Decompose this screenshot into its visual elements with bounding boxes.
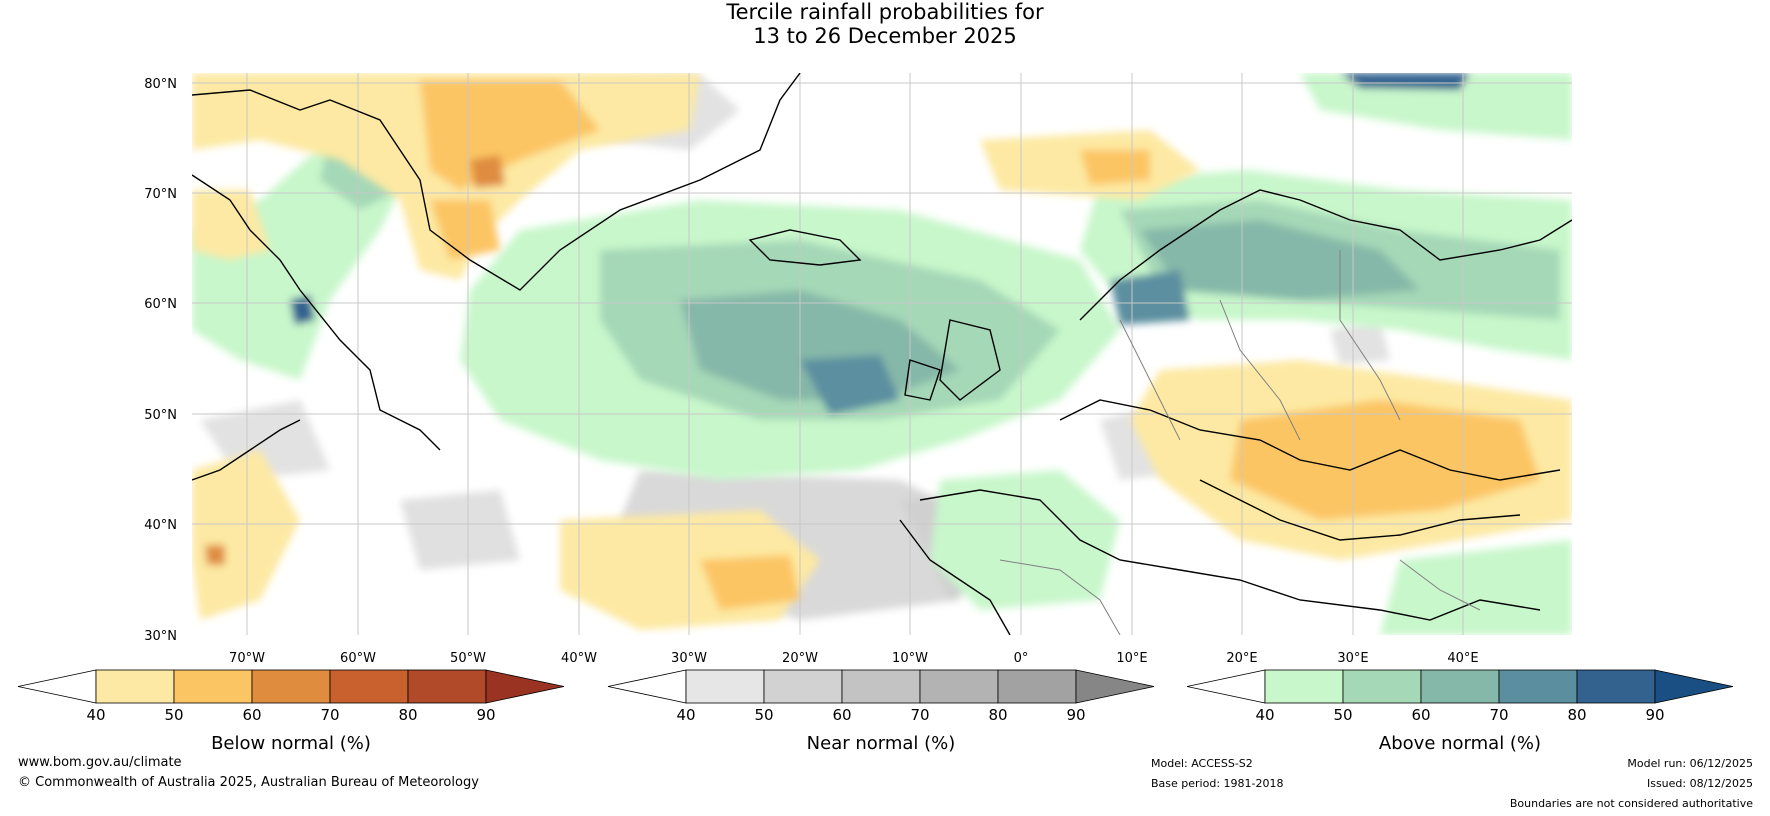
lat-label: 80°N — [144, 77, 177, 92]
map-panel — [192, 73, 1572, 635]
lon-label: 40°E — [1447, 651, 1478, 666]
website-link[interactable]: www.bom.gov.au/climate — [18, 755, 182, 770]
colorbar-tick-label: 90 — [1645, 706, 1664, 724]
colorbar-legends: 40 50 60 70 80 90 Below normal (%) 40 50 60 70 80 9… — [17, 669, 1734, 754]
lon-label: 20°W — [782, 651, 818, 666]
lat-axis: 80°N 70°N 60°N 50°N 40°N 30°N — [144, 77, 177, 644]
lon-axis: 70°W 60°W 50°W 40°W 30°W 20°W 10°W 0° 10… — [229, 651, 1479, 666]
colorbar-tick-label: 80 — [1567, 706, 1586, 724]
colorbar-tick-label: 50 — [754, 706, 773, 724]
colorbar-tick-label: 40 — [676, 706, 695, 724]
colorbar-tick-label: 40 — [86, 706, 105, 724]
colorbar-segment — [1342, 669, 1422, 704]
lon-label: 30°E — [1337, 651, 1368, 666]
country-borders — [999, 250, 1481, 635]
lon-label: 50°W — [450, 651, 486, 666]
colorbar-label: Near normal (%) — [807, 733, 956, 754]
lat-label: 60°N — [144, 297, 177, 312]
colorbar-tick-label: 60 — [1411, 706, 1430, 724]
map-title: Tercile rainfall probabilities for 13 to… — [0, 0, 1770, 48]
colorbar-extend-low — [17, 669, 97, 704]
coastlines — [192, 73, 1572, 635]
colorbar-segment — [1576, 669, 1656, 704]
lat-label: 40°N — [144, 518, 177, 533]
map-gridlines — [192, 73, 1572, 635]
lon-label: 20°E — [1226, 651, 1257, 666]
colorbar-below-normal: 40 50 60 70 80 90 Below normal (%) — [17, 669, 565, 754]
probability-field — [192, 73, 1572, 635]
colorbar-segment — [763, 669, 843, 704]
colorbar-tick-label: 60 — [832, 706, 851, 724]
lon-label: 0° — [1014, 651, 1029, 666]
colorbar-extend-high — [1075, 669, 1155, 704]
colorbar-segment — [685, 669, 765, 704]
colorbar-tick-label: 80 — [398, 706, 417, 724]
lat-label: 30°N — [144, 629, 177, 644]
colorbar-segment — [407, 669, 487, 704]
colorbar-tick-label: 90 — [1066, 706, 1085, 724]
colorbar-extend-high — [485, 669, 565, 704]
colorbar-segment — [919, 669, 999, 704]
issued-text: Issued: 08/12/2025 — [1646, 777, 1753, 790]
lat-label: 50°N — [144, 408, 177, 423]
lon-label: 40°W — [561, 651, 597, 666]
colorbar-label: Above normal (%) — [1379, 733, 1541, 754]
colorbar-extend-low — [1186, 669, 1266, 704]
above-normal-areas — [192, 73, 1572, 635]
copyright-text: © Commonwealth of Australia 2025, Austra… — [18, 775, 479, 790]
colorbar-tick-label: 40 — [1255, 706, 1274, 724]
colorbar-extend-high — [1654, 669, 1734, 704]
colorbar-segment — [1498, 669, 1578, 704]
colorbar-segment — [95, 669, 175, 704]
lon-label: 70°W — [229, 651, 265, 666]
colorbar-tick-label: 50 — [1333, 706, 1352, 724]
base-period-text: Base period: 1981-2018 — [1151, 777, 1284, 790]
colorbar-tick-label: 60 — [242, 706, 261, 724]
colorbar-tick-label: 90 — [476, 706, 495, 724]
lon-label: 10°W — [892, 651, 928, 666]
colorbar-tick-label: 50 — [164, 706, 183, 724]
colorbar-tick-label: 80 — [988, 706, 1007, 724]
colorbar-segment — [173, 669, 253, 704]
colorbar-tick-label: 70 — [320, 706, 339, 724]
colorbar-above-normal: 40 50 60 70 80 90 Above normal (%) — [1186, 669, 1734, 754]
model-run-text: Model run: 06/12/2025 — [1627, 757, 1753, 770]
colorbar-tick-label: 70 — [1489, 706, 1508, 724]
lon-label: 10°E — [1116, 651, 1147, 666]
colorbar-tick-label: 70 — [910, 706, 929, 724]
colorbar-segment — [1420, 669, 1500, 704]
colorbar-segment — [841, 669, 921, 704]
lat-label: 70°N — [144, 187, 177, 202]
colorbar-segment — [329, 669, 409, 704]
disclaimer-text: Boundaries are not considered authoritat… — [1509, 797, 1753, 810]
lon-label: 60°W — [340, 651, 376, 666]
title-line-1: Tercile rainfall probabilities for — [726, 0, 1044, 24]
colorbar-extend-low — [607, 669, 687, 704]
colorbar-label: Below normal (%) — [211, 733, 371, 754]
model-text: Model: ACCESS-S2 — [1151, 757, 1253, 770]
colorbar-segment — [997, 669, 1077, 704]
lon-label: 30°W — [671, 651, 707, 666]
colorbar-segment — [1264, 669, 1344, 704]
colorbar-segment — [251, 669, 331, 704]
colorbar-near-normal: 40 50 60 70 80 90 Near normal (%) — [607, 669, 1155, 754]
title-line-2: 13 to 26 December 2025 — [753, 24, 1017, 48]
